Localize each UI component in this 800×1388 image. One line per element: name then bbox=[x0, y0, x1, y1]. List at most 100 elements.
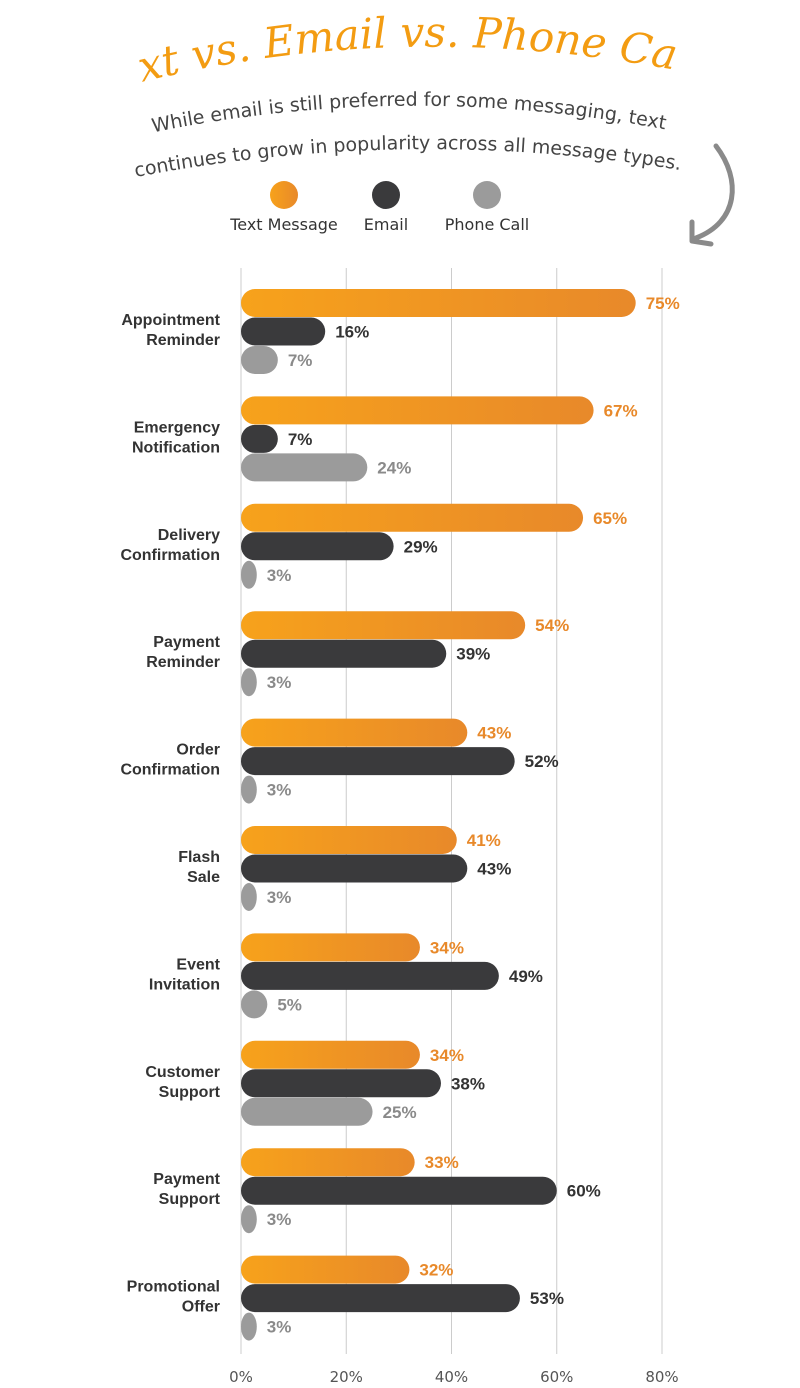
chart-subtitle-line1: While email is still preferred for some … bbox=[150, 89, 668, 138]
data-label: 32% bbox=[419, 1261, 453, 1280]
x-tick-label: 40% bbox=[435, 1368, 468, 1386]
category-label-line: Confirmation bbox=[120, 547, 220, 564]
chart-subtitle-line1-text: While email is still preferred for some … bbox=[150, 89, 668, 138]
data-label: 33% bbox=[425, 1153, 459, 1172]
category-label: Delivery Confirmation bbox=[120, 527, 220, 564]
data-label: 54% bbox=[535, 616, 569, 635]
category-label-line: Payment bbox=[153, 634, 220, 651]
bar bbox=[241, 718, 468, 747]
category-label-line: Delivery bbox=[158, 527, 220, 544]
category-label-line: Reminder bbox=[146, 654, 220, 671]
bar bbox=[241, 883, 257, 911]
data-label: 29% bbox=[404, 537, 438, 556]
data-label: 34% bbox=[430, 1046, 464, 1065]
legend-swatch bbox=[473, 181, 501, 209]
bar bbox=[241, 1312, 257, 1341]
data-label: 3% bbox=[267, 673, 292, 692]
bar bbox=[241, 639, 447, 668]
bar bbox=[241, 396, 594, 425]
category-label-line: Invitation bbox=[149, 976, 220, 993]
bar bbox=[241, 854, 468, 883]
data-label: 39% bbox=[456, 645, 490, 664]
chart-subtitle-line2: continues to grow in popularity across a… bbox=[133, 132, 684, 182]
data-label: 41% bbox=[467, 831, 501, 850]
chart-subtitle-line2-text: continues to grow in popularity across a… bbox=[133, 132, 684, 182]
data-label: 67% bbox=[604, 401, 638, 420]
category-label-line: Notification bbox=[132, 439, 220, 456]
category-label-line: Flash bbox=[178, 849, 220, 866]
bar bbox=[241, 1255, 410, 1284]
category-label-line: Confirmation bbox=[120, 762, 220, 779]
bar bbox=[241, 1040, 420, 1069]
bar bbox=[241, 611, 526, 640]
bar bbox=[241, 747, 515, 776]
category-label: Emergency Notification bbox=[132, 419, 220, 456]
category-label-line: Payment bbox=[153, 1171, 220, 1188]
bar bbox=[241, 503, 584, 532]
bar bbox=[241, 317, 326, 346]
legend-label: Email bbox=[364, 215, 408, 234]
bar bbox=[241, 961, 499, 990]
data-label: 16% bbox=[335, 323, 369, 342]
data-label: 65% bbox=[593, 509, 627, 528]
bar bbox=[241, 424, 278, 453]
category-label: Order Confirmation bbox=[120, 742, 220, 779]
bar bbox=[241, 453, 368, 482]
bar bbox=[241, 1069, 441, 1098]
category-label: Payment Reminder bbox=[146, 634, 220, 671]
data-label: 60% bbox=[567, 1182, 601, 1201]
category-label-line: Event bbox=[176, 956, 220, 973]
category-label-line: Offer bbox=[182, 1299, 220, 1316]
bar bbox=[241, 990, 268, 1019]
data-label: 3% bbox=[267, 566, 292, 585]
category-label: Promotional Offer bbox=[127, 1279, 220, 1316]
data-label: 3% bbox=[267, 888, 292, 907]
category-label: Customer Support bbox=[145, 1064, 220, 1101]
x-tick-label: 80% bbox=[645, 1368, 678, 1386]
category-label-line: Order bbox=[176, 742, 220, 759]
bar bbox=[241, 933, 420, 962]
data-label: 43% bbox=[477, 724, 511, 743]
x-tick-label: 20% bbox=[330, 1368, 363, 1386]
category-label-line: Reminder bbox=[146, 332, 220, 349]
category-label-line: Appointment bbox=[121, 312, 220, 329]
x-tick-label: 60% bbox=[540, 1368, 573, 1386]
bar bbox=[241, 346, 278, 374]
chart-grid: 0% 20% 40% 60% 80% bbox=[229, 268, 679, 1386]
data-label: 75% bbox=[646, 294, 680, 313]
curved-arrow-icon bbox=[689, 143, 735, 247]
category-label: Appointment Reminder bbox=[121, 312, 220, 349]
bar bbox=[241, 1205, 257, 1234]
category-label-line: Customer bbox=[145, 1064, 220, 1081]
legend-label: Text Message bbox=[229, 215, 338, 234]
category-label-line: Support bbox=[159, 1084, 221, 1101]
category-label: Flash Sale bbox=[178, 849, 220, 886]
data-label: 24% bbox=[377, 458, 411, 477]
category-label-line: Promotional bbox=[127, 1279, 220, 1296]
data-label: 43% bbox=[477, 860, 511, 879]
chart-title-text: Text vs. Email vs. Phone Calls bbox=[0, 0, 681, 92]
data-label: 34% bbox=[430, 938, 464, 957]
bar bbox=[241, 560, 257, 589]
bar bbox=[241, 1284, 520, 1313]
bar bbox=[241, 668, 257, 697]
chart-title: Text vs. Email vs. Phone Calls bbox=[0, 0, 681, 92]
data-label: 49% bbox=[509, 967, 543, 986]
category-label: Payment Support bbox=[153, 1171, 220, 1208]
bar bbox=[241, 1176, 557, 1205]
data-label: 7% bbox=[288, 351, 313, 370]
data-label: 3% bbox=[267, 1210, 292, 1229]
legend: Text Message Email Phone Call bbox=[229, 181, 529, 234]
bar bbox=[241, 289, 636, 317]
chart-bars bbox=[241, 289, 636, 1341]
data-label: 25% bbox=[383, 1103, 417, 1122]
data-label: 7% bbox=[288, 430, 313, 449]
category-label-line: Support bbox=[159, 1191, 221, 1208]
x-tick-label: 0% bbox=[229, 1368, 253, 1386]
category-label: Event Invitation bbox=[149, 956, 221, 993]
bar bbox=[241, 826, 457, 854]
data-label: 53% bbox=[530, 1289, 564, 1308]
data-label: 3% bbox=[267, 1318, 292, 1337]
legend-swatch bbox=[270, 181, 298, 209]
